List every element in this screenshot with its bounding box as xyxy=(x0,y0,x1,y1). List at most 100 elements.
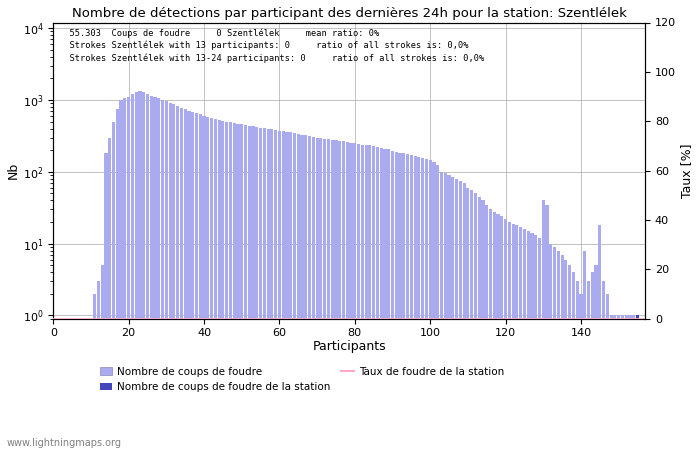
Bar xyxy=(598,225,601,450)
Bar xyxy=(440,172,443,450)
Bar xyxy=(436,165,440,450)
Bar xyxy=(636,315,639,450)
Bar xyxy=(444,173,447,450)
Bar xyxy=(210,118,214,450)
Bar xyxy=(251,126,255,450)
Bar xyxy=(384,148,386,450)
Bar xyxy=(195,113,198,450)
Bar xyxy=(164,101,168,450)
Bar xyxy=(470,190,473,450)
Bar xyxy=(319,138,323,450)
Bar xyxy=(402,153,405,450)
Bar xyxy=(372,146,375,450)
Bar xyxy=(534,235,538,450)
Bar xyxy=(606,294,609,450)
Bar xyxy=(278,130,281,450)
Bar xyxy=(248,126,251,450)
Bar xyxy=(286,132,288,450)
Bar xyxy=(489,209,492,450)
Y-axis label: Taux [%]: Taux [%] xyxy=(680,144,693,198)
Bar xyxy=(561,255,564,450)
Bar xyxy=(594,265,598,450)
Bar xyxy=(425,159,428,450)
Bar xyxy=(214,119,217,450)
Bar xyxy=(433,162,435,450)
Bar xyxy=(327,139,330,450)
Bar xyxy=(421,158,424,450)
Bar xyxy=(225,122,228,450)
Bar xyxy=(330,140,334,450)
Bar xyxy=(610,315,612,450)
Bar xyxy=(270,129,274,450)
Bar xyxy=(183,109,187,450)
Bar xyxy=(240,124,244,450)
Bar xyxy=(466,188,470,450)
Bar xyxy=(368,145,372,450)
Bar xyxy=(493,212,496,450)
Bar xyxy=(417,157,421,450)
Bar xyxy=(629,315,631,450)
Text: www.lightningmaps.org: www.lightningmaps.org xyxy=(7,438,122,448)
Bar xyxy=(300,135,304,450)
Bar xyxy=(428,160,432,450)
Bar xyxy=(323,139,326,450)
Bar xyxy=(591,272,594,450)
Bar xyxy=(477,197,481,450)
Legend: Nombre de coups de foudre, Nombre de coups de foudre de la station, Taux de foud: Nombre de coups de foudre, Nombre de cou… xyxy=(95,363,508,396)
Bar xyxy=(376,147,379,450)
Bar xyxy=(496,214,500,450)
Bar xyxy=(519,227,522,450)
Bar xyxy=(112,122,116,450)
Bar xyxy=(131,94,134,450)
Bar xyxy=(580,294,582,450)
Bar xyxy=(617,315,620,450)
Bar xyxy=(142,92,146,450)
Bar xyxy=(274,130,277,450)
Bar xyxy=(206,117,209,450)
Bar xyxy=(447,175,451,450)
Bar xyxy=(545,205,549,450)
Y-axis label: Nb: Nb xyxy=(7,162,20,179)
Bar xyxy=(221,121,225,450)
Bar xyxy=(289,132,293,450)
Bar xyxy=(624,315,628,450)
Bar xyxy=(360,144,364,450)
Bar xyxy=(304,135,307,450)
Bar xyxy=(542,200,545,450)
Bar xyxy=(613,315,617,450)
Bar xyxy=(232,123,236,450)
Bar xyxy=(267,129,270,450)
Bar xyxy=(632,315,636,450)
Bar xyxy=(354,143,356,450)
Bar xyxy=(504,219,508,450)
Bar xyxy=(188,111,190,450)
Bar xyxy=(357,144,360,450)
Bar xyxy=(256,127,258,450)
Bar xyxy=(572,272,575,450)
Bar xyxy=(180,108,183,450)
Bar xyxy=(550,243,552,450)
Bar xyxy=(482,200,484,450)
Bar xyxy=(568,265,571,450)
Bar xyxy=(452,177,454,450)
Bar xyxy=(349,143,353,450)
Bar xyxy=(553,247,556,450)
Bar xyxy=(161,100,164,450)
Bar xyxy=(134,92,138,450)
Bar xyxy=(564,260,568,450)
Bar xyxy=(636,315,639,450)
Bar xyxy=(406,154,410,450)
Bar xyxy=(297,134,300,450)
Bar xyxy=(508,222,511,450)
Bar xyxy=(218,121,220,450)
Bar xyxy=(515,225,519,450)
Bar xyxy=(293,133,296,450)
Bar xyxy=(153,97,157,450)
Bar xyxy=(176,106,179,450)
Bar xyxy=(583,251,587,450)
Text: 55.303  Coups de foudre     0 Szentlélek     mean ratio: 0%
  Strokes Szentlélek: 55.303 Coups de foudre 0 Szentlélek mean… xyxy=(60,28,484,63)
Bar xyxy=(308,136,312,450)
Bar xyxy=(312,136,315,450)
Bar xyxy=(191,112,195,450)
Bar xyxy=(458,181,462,450)
